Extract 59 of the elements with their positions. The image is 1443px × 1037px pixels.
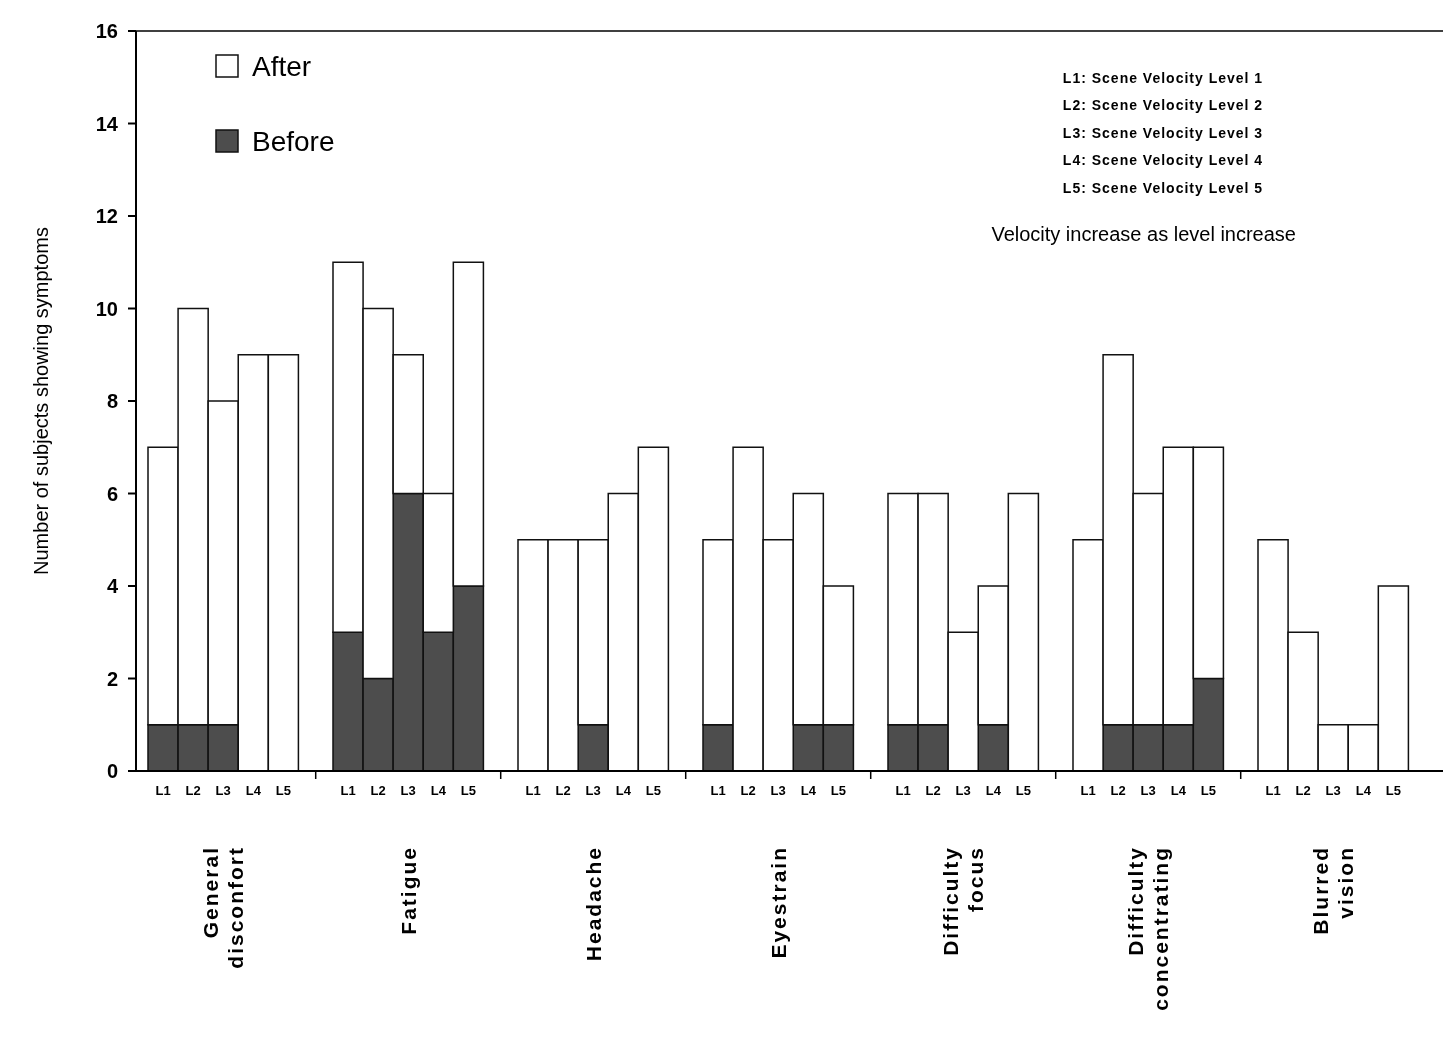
y-tick-label: 6 [106,482,118,505]
y-tick-label: 4 [106,575,119,597]
x-tick-label: L3 [1140,783,1156,798]
x-tick-label: L1 [710,783,726,798]
x-tick-label: L3 [770,783,786,798]
y-tick-label: 12 [95,205,118,227]
text: Eyestrain [766,846,790,959]
x-tick-label: L5 [1385,783,1401,798]
x-tick-label: L1 [340,783,356,798]
x-tick-label: L1 [1080,783,1096,798]
x-tick-label: L4 [800,783,817,798]
x-tick-label: L4 [1355,783,1372,798]
x-tick-label: L5 [1015,783,1031,798]
annotation: L2: Scene Velocity Level 2 [1062,97,1264,114]
y-tick-label: 2 [106,667,118,690]
legend-label: After [252,50,312,82]
x-tick-label: L1 [1265,783,1281,798]
x-tick-label: L5 [645,783,661,798]
x-tick-label: L2 [1110,783,1126,798]
y-tick-label: 0 [106,760,118,782]
x-tick-label: L2 [185,783,201,798]
x-tick-label: L3 [955,783,971,798]
x-tick-label: L2 [740,783,756,798]
y-tick-label: 16 [95,20,118,42]
y-axis-title: Number of subjects showing symptoms [30,227,52,575]
x-tick-label: L2 [370,783,386,798]
x-tick-label: L2 [925,783,941,798]
x-tick-label: L4 [985,783,1002,798]
x-tick-label: L5 [1200,783,1216,798]
y-tick-label: 8 [106,390,118,412]
x-tick-label: L4 [615,783,632,798]
x-tick-label: L5 [460,783,476,798]
y-tick-label: 14 [95,112,119,135]
x-tick-label: L5 [830,783,846,798]
annotation: L5: Scene Velocity Level 5 [1062,179,1264,196]
x-tick-label: L5 [275,783,291,798]
x-tick-label: L3 [400,783,416,798]
x-tick-label: L3 [585,783,601,798]
annotation: L3: Scene Velocity Level 3 [1062,124,1264,141]
text: Headache [581,846,605,962]
x-tick-label: L1 [525,783,541,798]
x-tick-label: L4 [430,783,447,798]
text: Fatigue [396,846,420,935]
text: Difficulty focus [938,846,988,956]
x-tick-label: L3 [1325,783,1341,798]
legend-label: Before [252,125,335,157]
y-tick-label: 10 [95,297,118,320]
x-tick-label: L4 [1170,783,1187,798]
annotation: L1: Scene Velocity Level 1 [1062,69,1264,86]
x-tick-label: L2 [1295,783,1311,798]
annotation: L4: Scene Velocity Level 4 [1062,152,1264,169]
x-tick-label: L2 [555,783,571,798]
annotation: Velocity increase as level increase [991,223,1296,245]
x-tick-label: L1 [155,783,171,798]
text: Blurred vision [1308,846,1358,935]
x-tick-label: L4 [245,783,262,798]
x-tick-label: L3 [215,783,231,798]
x-tick-label: L1 [895,783,911,798]
text: General disconfort [198,846,248,969]
